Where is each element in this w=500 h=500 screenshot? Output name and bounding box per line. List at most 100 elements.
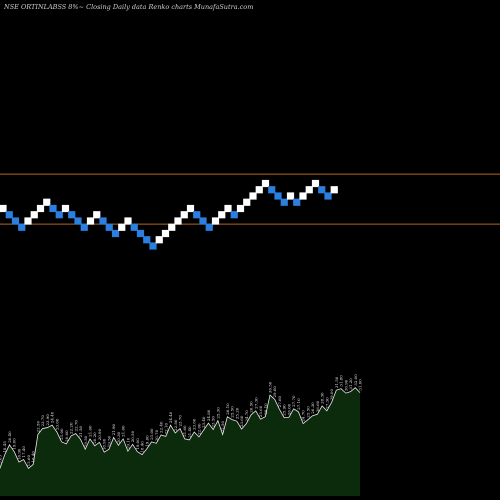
price-area-label: 27.10 (296, 398, 301, 410)
renko-brick (118, 223, 126, 231)
price-area-label: 23.70 (40, 415, 45, 427)
renko-brick (261, 179, 270, 188)
price-area-label: 22.70 (73, 420, 78, 432)
price-area-label: 25.30 (215, 407, 220, 419)
price-area-label: 21.60 (88, 425, 93, 437)
price-area-label: 20.50 (130, 430, 135, 442)
price-area-label: 19.50 (106, 435, 111, 447)
renko-brick (236, 204, 245, 213)
renko-brick (293, 198, 301, 206)
price-area-label: 21.40 (187, 426, 192, 438)
renko-brick (211, 217, 220, 225)
price-area-label: 22.20 (69, 422, 74, 434)
renko-brick (268, 186, 276, 194)
price-area-label: 25.60 (258, 405, 263, 417)
renko-brick (74, 217, 82, 225)
price-area-fill (0, 387, 360, 496)
renko-brick (30, 211, 38, 219)
price-area-label: 19.10 (125, 437, 130, 449)
price-area-label: 23.00 (54, 418, 59, 430)
price-area-label: 21.00 (59, 428, 64, 440)
renko-brick (111, 229, 120, 238)
price-area-label: 23.00 (192, 418, 197, 430)
price-area-label: 22.00 (196, 423, 201, 435)
price-area-label: 22.50 (220, 421, 225, 433)
price-area-label: 31.50 (334, 376, 339, 388)
renko-brick (324, 192, 332, 200)
price-area-label: 29.60 (272, 386, 277, 398)
price-area-label: 21.90 (111, 424, 116, 436)
renko-brick (299, 192, 307, 200)
price-area-label: 31.00 (358, 379, 363, 391)
price-area-label: 22.80 (173, 419, 178, 431)
price-area-label: 23.90 (45, 414, 50, 426)
price-area-label: 22.50 (35, 421, 40, 433)
price-area-label: 23.40 (201, 416, 206, 428)
price-area-label: 26.10 (263, 403, 268, 415)
price-area-label: 18.90 (102, 438, 107, 450)
renko-brick (224, 204, 232, 213)
price-area-label: 18.45 (2, 441, 7, 453)
price-area-label: 17.40 (21, 446, 26, 458)
price-area-label: 21.00 (149, 428, 154, 440)
renko-brick (0, 204, 7, 213)
price-area-label: 26.00 (286, 403, 291, 415)
renko-brick (274, 192, 282, 200)
renko-brick (305, 186, 313, 194)
price-area-label: 20.90 (97, 428, 102, 440)
price-area-label: 19.60 (144, 435, 149, 447)
renko-brick (61, 204, 70, 213)
renko-brick (136, 229, 145, 238)
price-area-label: 25.50 (305, 406, 310, 418)
price-area-label: 18.40 (140, 441, 145, 453)
renko-brick (105, 223, 113, 231)
renko-brick (199, 217, 207, 225)
renko-brick (286, 192, 295, 200)
renko-brick (186, 204, 195, 213)
price-area-label: 24.70 (301, 410, 306, 422)
price-area-label: 20.40 (7, 431, 12, 443)
renko-brick (93, 211, 101, 219)
price-area-label: 20.20 (92, 432, 97, 444)
price-area-label: 29.00 (329, 389, 334, 401)
renko-brick (99, 217, 107, 225)
price-area-label: 21.50 (78, 425, 83, 437)
renko-brick (168, 223, 176, 231)
renko-brick (193, 211, 201, 219)
renko-brick (330, 186, 338, 194)
price-area-label: 26.10 (225, 403, 230, 415)
price-area-label: 28.30 (320, 392, 325, 404)
renko-brick (311, 179, 320, 188)
renko-brick (243, 198, 251, 206)
renko-brick (130, 223, 138, 231)
price-area-label: 30.90 (343, 379, 348, 391)
renko-brick (161, 229, 170, 238)
renko-brick (86, 217, 95, 225)
price-area-label: 26.50 (249, 401, 254, 413)
price-area-label: 27.60 (277, 395, 282, 407)
price-area-label: 20.30 (116, 431, 121, 443)
price-area-label: 20.60 (64, 430, 69, 442)
price-area-label: 27.30 (253, 397, 258, 409)
price-area-label: 16.40 (31, 451, 36, 463)
price-area-label: 27.70 (291, 395, 296, 407)
price-area-label: 23.60 (239, 415, 244, 427)
price-area-label: 24.40 (168, 411, 173, 423)
renko-brick (5, 211, 13, 219)
renko-brick (155, 236, 163, 244)
chart-title: NSE ORTINLABSS 8%~ Closing Daily data Re… (3, 3, 253, 11)
renko-brick (124, 217, 132, 225)
price-area-label: 23.50 (211, 416, 216, 428)
renko-brick (49, 204, 57, 213)
price-area-label: 21.60 (182, 425, 187, 437)
price-area-label: 22.40 (159, 421, 164, 433)
renko-brick (24, 217, 32, 225)
renko-brick (180, 211, 188, 219)
price-area-label: 19.50 (83, 435, 88, 447)
price-area-label: 25.20 (234, 407, 239, 419)
price-area-label: 26.60 (315, 400, 320, 412)
renko-brick (280, 198, 288, 206)
price-area-label: 23.70 (178, 415, 183, 427)
